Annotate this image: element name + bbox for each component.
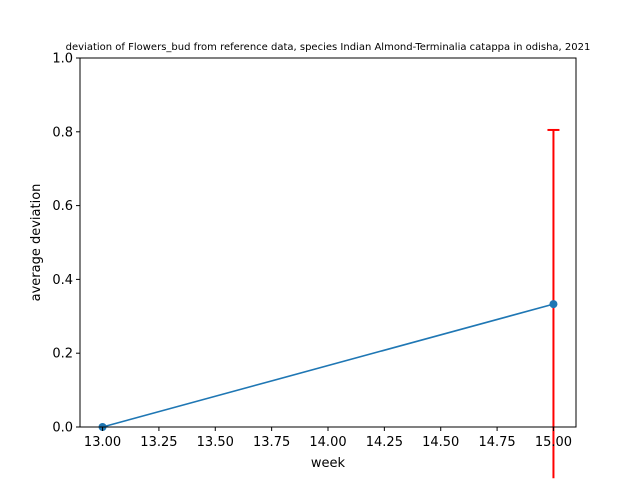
y-tick-label: 0.6 [52,199,73,214]
x-tick-label: 13.75 [253,435,290,450]
y-tick-label: 0.8 [52,125,73,140]
series-line [102,303,554,428]
data-point [549,300,558,309]
x-tick-label: 15.00 [535,435,572,450]
x-tick-label: 13.25 [140,435,177,450]
y-tick-label: 0.4 [52,273,73,288]
plot-marks [98,128,560,479]
y-tick-label: 0.0 [52,421,73,436]
x-tick-label: 14.25 [366,435,403,450]
plot-frame [79,57,577,428]
x-tick-label: 14.50 [422,435,459,450]
y-tick-label: 0.2 [52,347,73,362]
x-tick-label: 14.75 [478,435,515,450]
axis-ticks: 13.00 13.25 13.50 13.75 14.00 14.25 14.50 14.75… [52,52,572,451]
x-axis-label: week [311,456,346,471]
y-tick-label: 1.0 [52,52,73,67]
x-tick-label: 13.00 [84,435,121,450]
chart-title: deviation of Flowers_bud from reference … [66,42,591,53]
x-tick-label: 13.50 [197,435,234,450]
y-axis-label: average deviation [29,184,44,302]
x-tick-label: 14.00 [309,435,346,450]
